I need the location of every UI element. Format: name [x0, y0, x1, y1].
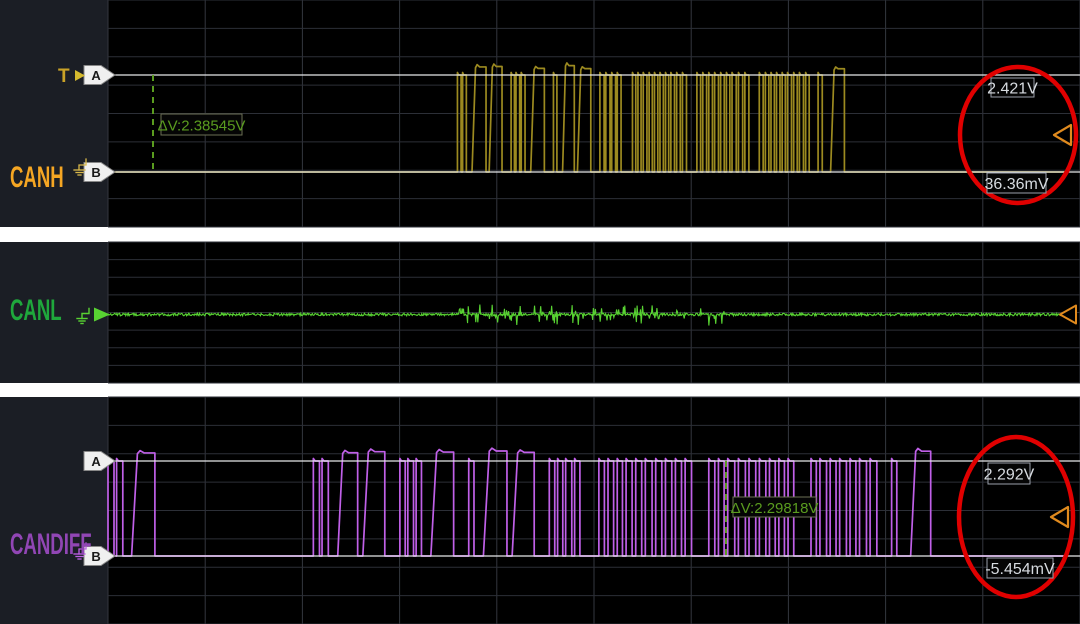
svg-text:ΔV:2.29818V: ΔV:2.29818V	[731, 500, 819, 517]
svg-text:ΔV:2.38545V: ΔV:2.38545V	[158, 118, 246, 135]
svg-text:2.421V: 2.421V	[987, 81, 1038, 98]
svg-text:A: A	[91, 454, 101, 469]
svg-text:-5.454mV: -5.454mV	[985, 561, 1055, 578]
svg-text:2.292V: 2.292V	[984, 467, 1035, 484]
svg-text:T: T	[58, 66, 70, 87]
svg-text:B: B	[91, 165, 100, 180]
svg-text:36.36mV: 36.36mV	[984, 176, 1048, 193]
svg-text:B: B	[91, 549, 100, 564]
